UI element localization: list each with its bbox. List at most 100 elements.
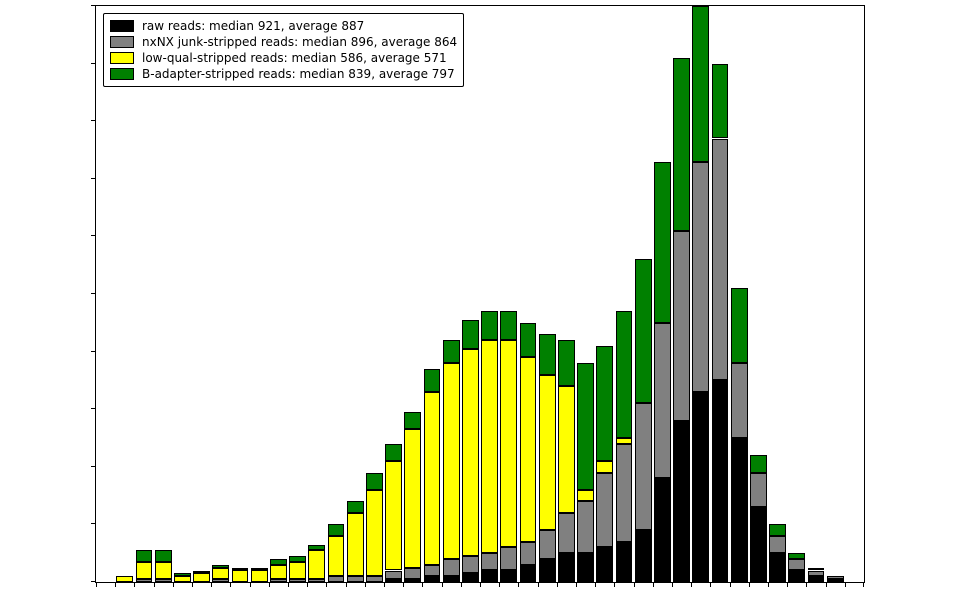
bar-segment-nxnx: [404, 568, 421, 580]
x-tick: [806, 582, 807, 587]
bar-segment-raw: [481, 570, 498, 582]
bar-segment-raw: [500, 570, 517, 582]
bar-segment-raw: [558, 553, 575, 582]
bar-segment-low: [136, 562, 153, 579]
legend-swatch: [110, 52, 134, 64]
bar-segment-low: [596, 461, 613, 473]
bar-segment-nxnx: [212, 579, 229, 582]
bar-segment-badapt: [616, 311, 633, 438]
x-tick: [576, 582, 577, 587]
legend-label: nxNX junk-stripped reads: median 896, av…: [142, 34, 457, 50]
x-tick: [749, 582, 750, 587]
bar-segment-badapt: [654, 162, 671, 323]
legend-row: B-adapter-stripped reads: median 839, av…: [110, 66, 457, 82]
bar-segment-low: [462, 349, 479, 556]
bar-segment-low: [424, 392, 441, 565]
bar-segment-nxnx: [712, 139, 729, 381]
bar-segment-low: [385, 461, 402, 570]
x-tick: [346, 582, 347, 587]
bar-segment-badapt: [366, 473, 383, 490]
bar-segment-nxnx: [520, 542, 537, 565]
bar-segment-nxnx: [347, 576, 364, 582]
bar-segment-badapt: [673, 58, 690, 231]
legend-row: low-qual-stripped reads: median 586, ave…: [110, 50, 457, 66]
x-tick: [826, 582, 827, 587]
bar-segment-nxnx: [635, 403, 652, 530]
bar-segment-low: [174, 576, 191, 582]
bar-segment-badapt: [769, 524, 786, 536]
x-tick: [211, 582, 212, 587]
bar-segment-badapt: [232, 568, 249, 571]
bar-segment-nxnx: [481, 553, 498, 570]
y-tick: [91, 523, 96, 524]
bar-segment-badapt: [424, 369, 441, 392]
x-tick: [173, 582, 174, 587]
bar-segment-badapt: [251, 568, 268, 571]
y-tick: [91, 293, 96, 294]
x-tick: [595, 582, 596, 587]
bar-segment-nxnx: [750, 473, 767, 508]
bar-segment-nxnx: [769, 536, 786, 553]
bar-segment-raw: [827, 579, 844, 582]
bar-segment-raw: [385, 579, 402, 582]
bar-segment-badapt: [289, 556, 306, 562]
bar-segment-low: [404, 429, 421, 567]
bar-segment-badapt: [692, 6, 709, 162]
legend-label: B-adapter-stripped reads: median 839, av…: [142, 66, 455, 82]
bar-segment-raw: [596, 547, 613, 582]
legend-row: raw reads: median 921, average 887: [110, 18, 457, 34]
bar-segment-badapt: [635, 259, 652, 403]
bar-segment-low: [193, 573, 210, 582]
legend-row: nxNX junk-stripped reads: median 896, av…: [110, 34, 457, 50]
x-tick: [442, 582, 443, 587]
bar-segment-raw: [635, 530, 652, 582]
y-tick: [91, 351, 96, 352]
x-tick: [326, 582, 327, 587]
bar-segment-badapt: [481, 311, 498, 340]
x-tick: [96, 582, 97, 587]
legend-swatch: [110, 20, 134, 32]
bar-segment-low: [212, 568, 229, 580]
x-tick: [461, 582, 462, 587]
bar-segment-nxnx: [596, 473, 613, 548]
bar-segment-low: [616, 438, 633, 444]
x-tick: [115, 582, 116, 587]
bar-segment-badapt: [328, 524, 345, 536]
bar-segment-badapt: [788, 553, 805, 559]
x-tick: [307, 582, 308, 587]
bar-segment-nxnx: [654, 323, 671, 479]
bar-segment-low: [500, 340, 517, 547]
bar-segment-raw: [424, 576, 441, 582]
bar-segment-low: [539, 375, 556, 531]
bar-segment-badapt: [558, 340, 575, 386]
plot-area: [96, 6, 864, 582]
bar-segment-low: [289, 562, 306, 579]
x-tick: [230, 582, 231, 587]
bar-segment-badapt: [270, 559, 287, 565]
bar-segment-nxnx: [289, 579, 306, 582]
x-tick: [518, 582, 519, 587]
bar-segment-badapt: [212, 565, 229, 568]
legend-label: raw reads: median 921, average 887: [142, 18, 364, 34]
bar-segment-raw: [462, 573, 479, 582]
bar-segment-raw: [404, 579, 421, 582]
x-tick: [863, 582, 864, 587]
bar-segment-low: [251, 570, 268, 582]
bar-segment-badapt: [443, 340, 460, 363]
bar-segment-raw: [808, 576, 825, 582]
bar-segment-low: [443, 363, 460, 559]
bar-segment-nxnx: [558, 513, 575, 553]
bar-segment-low: [347, 513, 364, 576]
bar-segment-nxnx: [577, 501, 594, 553]
bar-segment-nxnx: [731, 363, 748, 438]
x-tick: [269, 582, 270, 587]
bar-segment-raw: [577, 553, 594, 582]
x-tick: [422, 582, 423, 587]
bar-segment-badapt: [577, 363, 594, 490]
y-tick: [91, 178, 96, 179]
x-tick: [288, 582, 289, 587]
legend-label: low-qual-stripped reads: median 586, ave…: [142, 50, 447, 66]
bar-segment-nxnx: [539, 530, 556, 559]
x-tick: [192, 582, 193, 587]
y-tick: [91, 466, 96, 467]
